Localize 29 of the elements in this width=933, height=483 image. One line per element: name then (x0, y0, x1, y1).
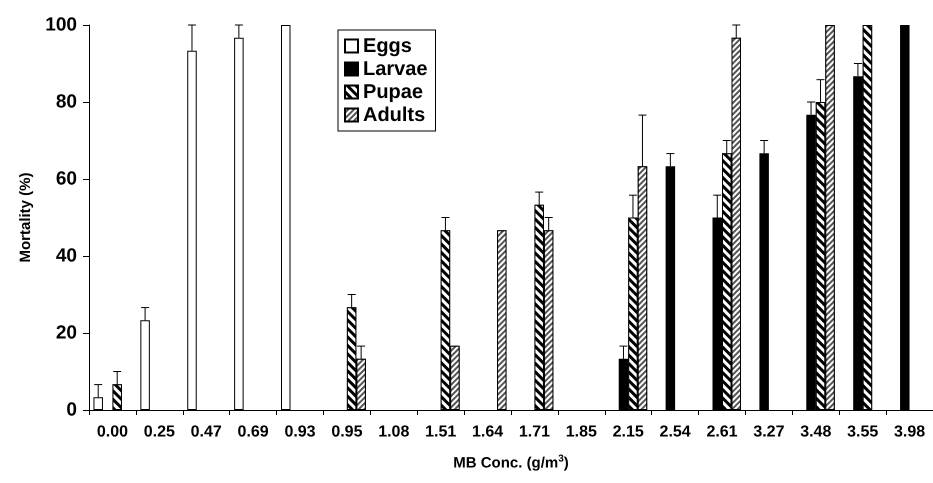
legend-label: Larvae (363, 58, 428, 80)
x-tick-label: 2.61 (706, 424, 738, 440)
x-tick-label: 0.93 (284, 424, 316, 440)
x-tick-label: 3.48 (800, 424, 832, 440)
x-tick-label: 3.27 (753, 424, 785, 440)
x-tick-label: 0.69 (238, 424, 269, 440)
y-tick-label: 100 (45, 14, 77, 36)
x-tick-label: 0.95 (331, 424, 363, 440)
x-tick-label: 3.55 (847, 424, 878, 440)
y-tick-label: 40 (56, 246, 77, 266)
y-tick-label: 0 (66, 400, 77, 420)
x-tick-label: 1.71 (518, 424, 550, 440)
x-tick-label: 0.25 (144, 424, 176, 440)
x-tick-label: 1.64 (472, 424, 504, 440)
y-tick-label: 80 (56, 92, 77, 112)
y-tick-label: 60 (56, 168, 77, 190)
x-tick-label: 0.00 (96, 424, 128, 440)
x-tick-label: 2.54 (660, 424, 691, 440)
y-axis-title: Mortality (%) (17, 172, 34, 262)
x-tick-label: 0.47 (190, 424, 222, 440)
x-tick-label: 1.51 (425, 424, 456, 440)
legend-label: Adults (363, 104, 426, 126)
x-tick-label: 2.15 (612, 424, 644, 440)
legend-label: Eggs (363, 35, 412, 57)
x-tick-label: 3.98 (894, 424, 926, 440)
legend-label: Pupae (363, 81, 424, 103)
x-tick-label: 1.85 (566, 424, 598, 440)
x-tick-label: 1.08 (378, 424, 410, 440)
y-tick-label: 20 (56, 322, 77, 344)
